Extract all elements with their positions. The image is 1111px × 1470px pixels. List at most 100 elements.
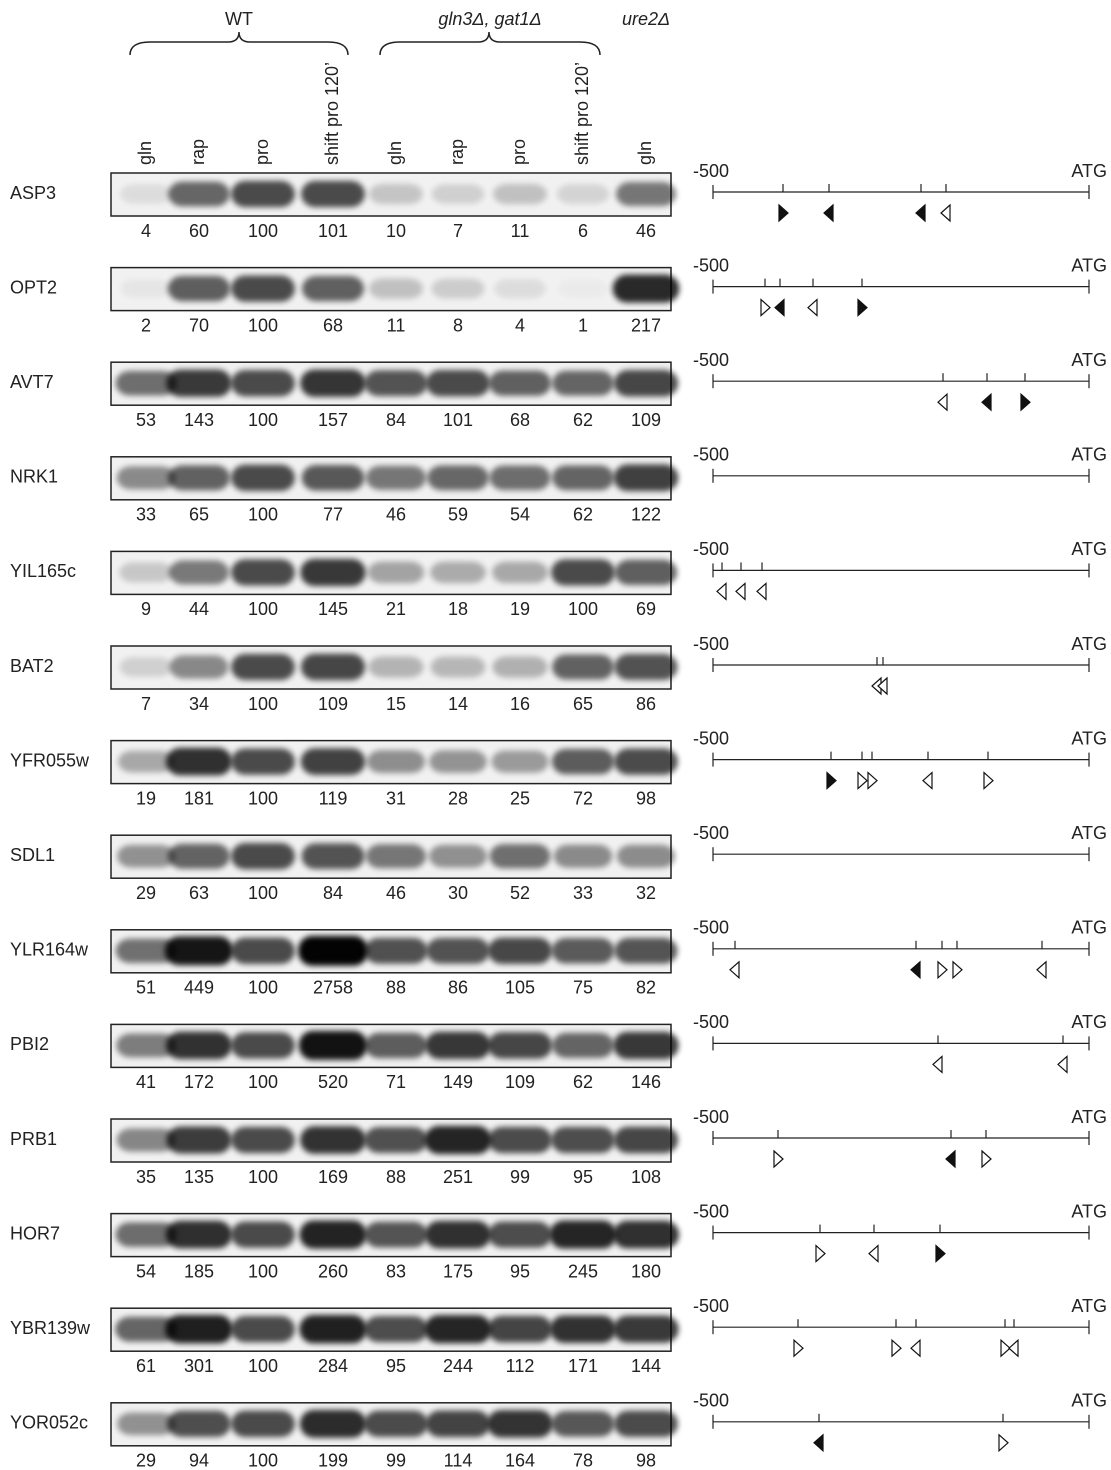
band: [231, 1411, 295, 1437]
band-value: 84: [323, 883, 343, 903]
band: [614, 370, 678, 396]
map-end: ATG: [1071, 1201, 1107, 1221]
blot: [111, 173, 676, 216]
band: [369, 657, 424, 678]
band-value: 15: [386, 694, 406, 714]
figure: WT gln3Δ, gat1Δ ure2Δ glnrapproshift pro…: [0, 0, 1111, 1470]
map-end: ATG: [1071, 255, 1107, 275]
lane-label: pro: [509, 139, 529, 165]
band: [552, 371, 614, 396]
band-value: 100: [248, 1072, 278, 1092]
gata-site: [858, 773, 867, 789]
band-value: 31: [386, 788, 406, 808]
gene-name: OPT2: [10, 277, 57, 297]
band-value: 98: [636, 1451, 656, 1470]
lane-label: shift pro 120’: [572, 62, 592, 165]
band-value: 100: [248, 883, 278, 903]
band: [364, 1127, 427, 1153]
band-value: 51: [136, 978, 156, 998]
band-value: 62: [573, 505, 593, 525]
band-value: 99: [386, 1451, 406, 1470]
map-start: -500: [693, 1296, 729, 1316]
band: [550, 1221, 617, 1249]
band: [168, 844, 230, 869]
band: [488, 1316, 552, 1343]
band-value: 100: [248, 1356, 278, 1376]
band-value: 101: [443, 410, 473, 430]
band: [300, 1126, 366, 1153]
band: [120, 185, 172, 204]
band-value: 14: [448, 694, 468, 714]
band-value: 68: [323, 315, 343, 335]
band: [430, 562, 486, 583]
band-value: 100: [248, 788, 278, 808]
band: [231, 1221, 295, 1247]
band-value: 86: [636, 694, 656, 714]
gata-site: [774, 1151, 783, 1167]
map-end: ATG: [1071, 161, 1107, 181]
band: [613, 1221, 679, 1249]
band: [302, 465, 365, 491]
band-value: 11: [511, 221, 530, 241]
band: [493, 184, 547, 204]
band-value: 29: [136, 883, 156, 903]
gata-site: [814, 1435, 823, 1451]
map-end: ATG: [1071, 445, 1107, 465]
map-end: ATG: [1071, 1296, 1107, 1316]
band-value: 33: [573, 883, 593, 903]
band-value: 180: [631, 1261, 661, 1281]
band: [368, 561, 424, 583]
blot: [111, 1119, 678, 1162]
band-value: 83: [386, 1261, 406, 1281]
band-value: 100: [248, 599, 278, 619]
map-start: -500: [693, 1391, 729, 1411]
band: [119, 562, 172, 582]
band: [366, 844, 426, 868]
band: [166, 370, 231, 397]
band-value: 199: [318, 1451, 348, 1470]
gene-name: PBI2: [10, 1034, 49, 1054]
blot: [111, 362, 678, 405]
blot: [111, 268, 679, 311]
band: [617, 845, 675, 868]
band-value: 75: [573, 978, 593, 998]
band: [231, 370, 295, 396]
group-label: gln3Δ, gat1Δ: [438, 9, 541, 29]
gata-site: [999, 1435, 1008, 1451]
map-end: ATG: [1071, 823, 1107, 843]
blot: [111, 646, 678, 689]
band-value: 185: [184, 1261, 214, 1281]
band: [369, 184, 423, 204]
band-value: 135: [184, 1167, 214, 1187]
band: [301, 748, 366, 775]
band: [231, 465, 295, 491]
gata-site: [1021, 394, 1030, 410]
band-value: 100: [248, 1167, 278, 1187]
band-value: 4: [141, 221, 151, 241]
lane-label: gln: [385, 141, 405, 165]
gata-site: [775, 300, 784, 316]
band: [427, 465, 488, 490]
band-value: 82: [636, 978, 656, 998]
band-value: 78: [573, 1451, 593, 1470]
lane-label: gln: [135, 141, 155, 165]
blot: [111, 1214, 679, 1257]
band: [170, 655, 229, 678]
band-value: 520: [318, 1072, 348, 1092]
map-end: ATG: [1071, 1391, 1107, 1411]
gata-site: [953, 962, 962, 978]
band-value: 34: [189, 694, 209, 714]
band-value: 41: [136, 1072, 156, 1092]
band: [425, 1221, 491, 1249]
gata-site: [982, 1151, 991, 1167]
band-value: 63: [189, 883, 209, 903]
band-value: 244: [443, 1356, 473, 1376]
gene-name: PRB1: [10, 1129, 57, 1149]
band-value: 19: [510, 599, 530, 619]
band-value: 18: [448, 599, 468, 619]
band-value: 108: [631, 1167, 661, 1187]
band-value: 122: [631, 505, 661, 525]
map-start: -500: [693, 445, 729, 465]
map-end: ATG: [1071, 634, 1107, 654]
band: [166, 1032, 232, 1060]
